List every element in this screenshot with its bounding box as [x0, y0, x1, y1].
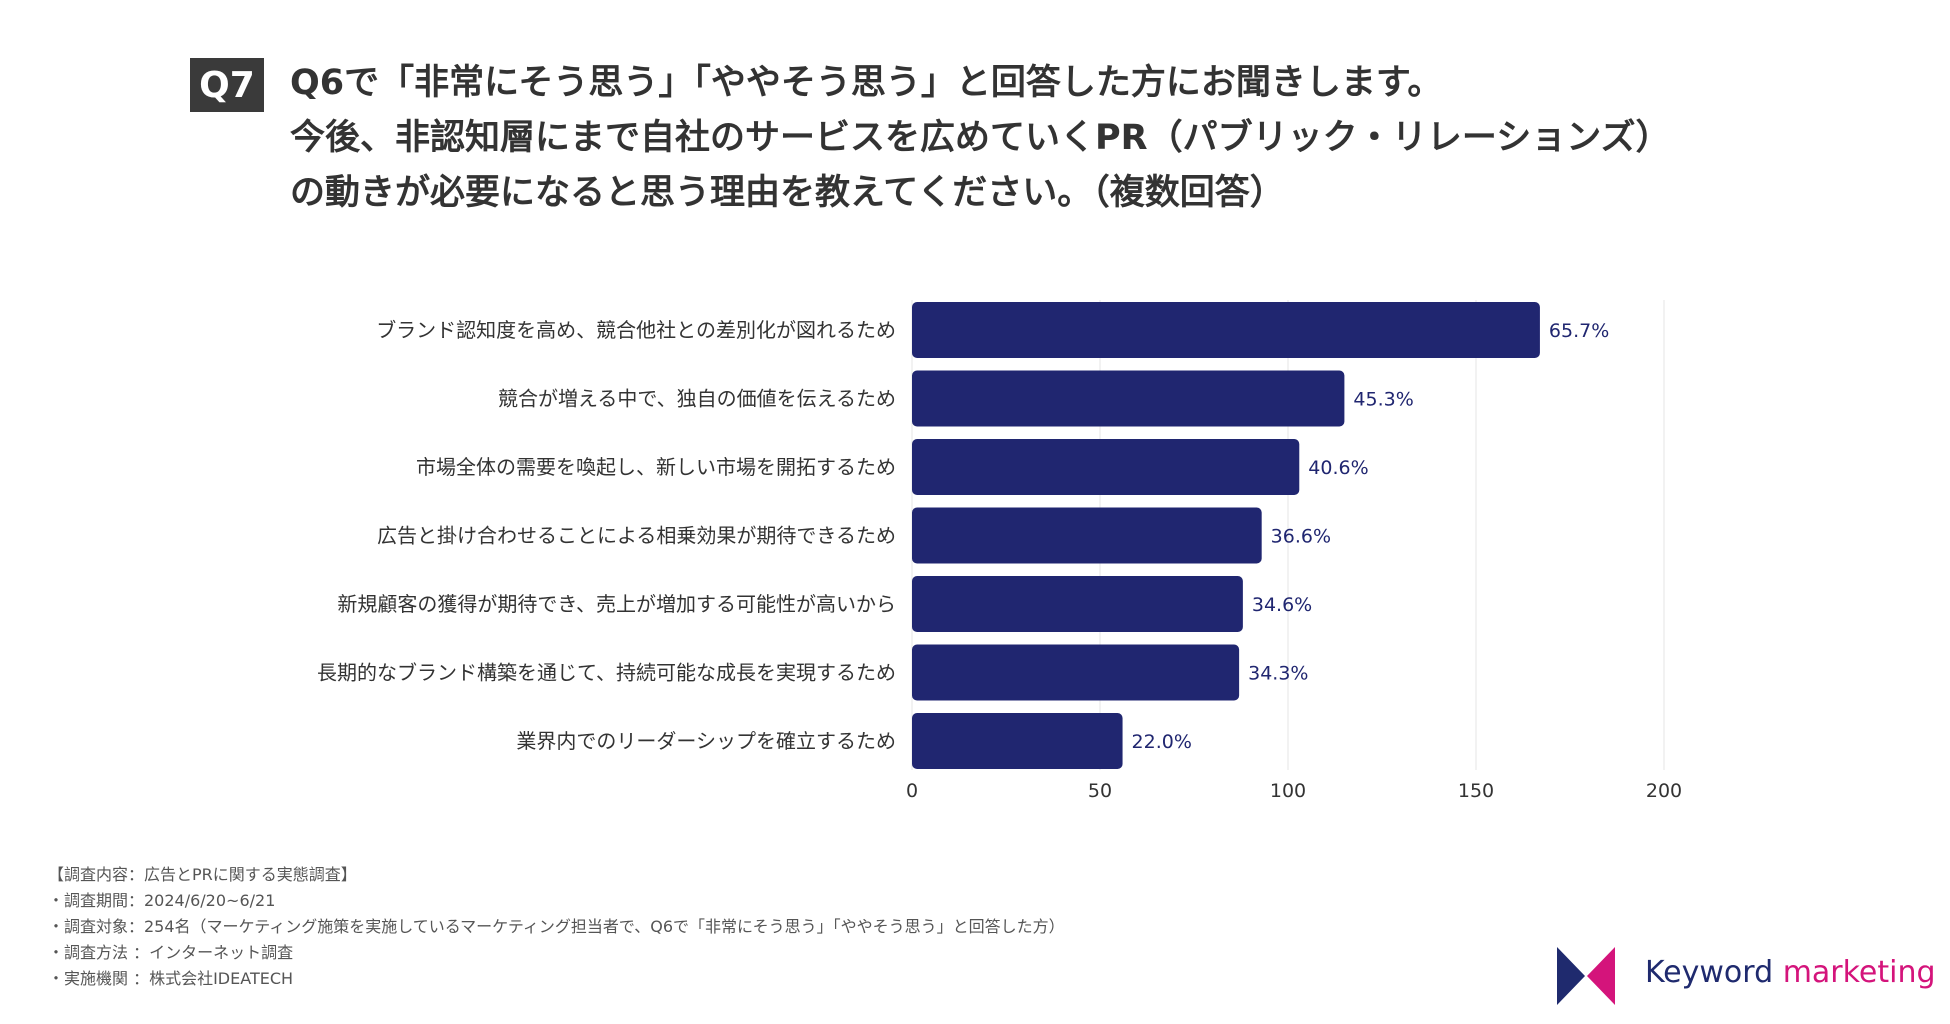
data-label: 22.0% — [1132, 731, 1192, 753]
bar — [912, 576, 1243, 632]
category-labels: ブランド認知度を高め、競合他社との差別化が図れるため競合が増える中で、独自の価値… — [317, 318, 896, 753]
bar — [912, 439, 1300, 495]
footnote-survey-method: ・調査方法 ：インターネット調査 — [48, 943, 294, 962]
x-axis-ticks: 0 50 100 150 200 — [906, 780, 1682, 802]
footnote-survey-organization: ・実施機関 ：株式会社IDEATECH — [48, 969, 294, 988]
data-label: 34.6% — [1252, 594, 1312, 616]
question-text: Q6で「非常にそう思う」「ややそう思う」と回答した方にお聞きします。 今後、非認… — [290, 56, 1850, 221]
footnote-survey-title: 【調査内容：広告とPRに関する実態調査】 — [48, 865, 357, 884]
bar — [912, 370, 1345, 427]
footnote-survey-period: ・調査期間：2024/6/20~6/21 — [48, 891, 276, 910]
footnote-survey-target: ・調査対象：254名（マーケティング施策を実施しているマーケティング担当者で、Q… — [48, 917, 1065, 936]
data-label: 40.6% — [1308, 457, 1368, 479]
bar-chart: ブランド認知度を高め、競合他社との差別化が図れるため競合が増える中で、独自の価値… — [317, 300, 1682, 802]
data-label: 36.6% — [1271, 526, 1331, 548]
footnotes: 【調査内容：広告とPRに関する実態調査】 ・調査期間：2024/6/20~6/2… — [48, 862, 1065, 992]
question-line-1: Q6で「非常にそう思う」「ややそう思う」と回答した方にお聞きします。 — [290, 63, 1443, 103]
logo-word-keyword: Keyword — [1645, 955, 1774, 990]
category-label: 競合が増える中で、独自の価値を伝えるため — [498, 387, 896, 411]
bar — [912, 644, 1240, 701]
category-label: 広告と掛け合わせることによる相乗効果が期待できるため — [377, 524, 896, 548]
x-tick-label: 150 — [1458, 780, 1494, 802]
category-label: 新規顧客の獲得が期待でき、売上が増加する可能性が高いから — [337, 592, 896, 616]
data-label: 34.3% — [1248, 663, 1308, 685]
bar — [912, 302, 1540, 358]
x-tick-label: 50 — [1088, 780, 1112, 802]
question-badge: Q7 — [190, 58, 264, 112]
x-tick-label: 0 — [906, 780, 918, 802]
data-label: 45.3% — [1353, 389, 1413, 411]
keyword-marketing-logo-text: Keyword marketing — [1645, 953, 1936, 993]
category-label: 長期的なブランド構築を通じて、持続可能な成長を実現するため — [317, 661, 896, 685]
question-line-2: 今後、非認知層にまで自社のサービスを広めていくPR（パブリック・リレーションズ） — [290, 118, 1671, 158]
keyword-marketing-logo: Keyword marketing — [1555, 945, 1936, 1007]
bar — [912, 713, 1123, 769]
category-label: 業界内でのリーダーシップを確立するため — [516, 729, 896, 753]
x-tick-label: 200 — [1646, 780, 1682, 802]
logo-word-marketing: marketing — [1782, 955, 1936, 990]
x-tick-label: 100 — [1270, 780, 1306, 802]
category-label: 市場全体の需要を喚起し、新しい市場を開拓するため — [416, 455, 896, 479]
bars — [912, 302, 1540, 769]
category-label: ブランド認知度を高め、競合他社との差別化が図れるため — [376, 318, 896, 342]
keyword-marketing-logo-mark-icon — [1557, 947, 1615, 1005]
value-labels: 65.7% 45.3% 40.6% 36.6% 34.6% 34.3% 22.0% — [1132, 320, 1610, 753]
question-line-3: の動きが必要になると思う理由を教えてください。（複数回答） — [290, 173, 1285, 213]
data-label: 65.7% — [1549, 320, 1609, 342]
bar — [912, 507, 1262, 564]
